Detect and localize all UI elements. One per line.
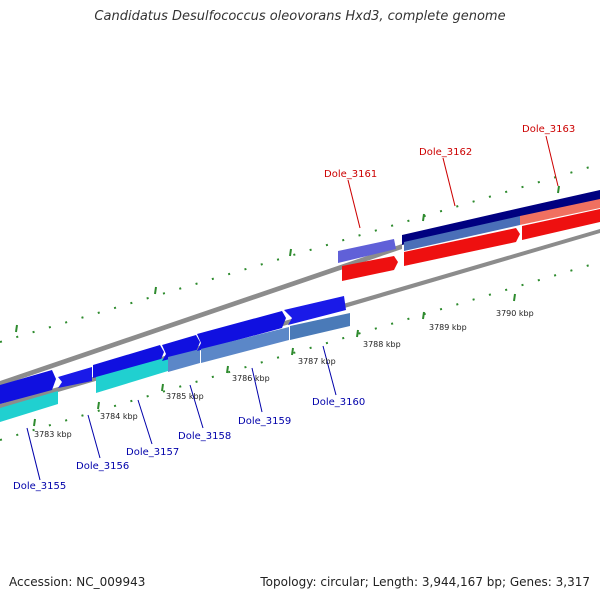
leader-dole-3157 (137, 399, 153, 445)
kbp-label: 3787 kbp (298, 357, 336, 366)
accession-label: Accession: NC_009943 (9, 575, 146, 589)
gene-block-dole-3163-lower (522, 209, 600, 240)
gene-blocks (0, 190, 600, 422)
genome-summary: Topology: circular; Length: 3,944,167 bp… (260, 575, 590, 589)
gene-label-dole-3160: Dole_3160 (312, 397, 365, 408)
gene-label-dole-3163: Dole_3163 (522, 124, 575, 135)
gene-label-dole-3158: Dole_3158 (178, 431, 231, 442)
kbp-label: 3785 kbp (166, 392, 204, 401)
leader-dole-3162 (442, 157, 456, 207)
gene-block-dole-3157 (93, 345, 164, 378)
gene-block-dole-3162-lower (404, 228, 520, 266)
major-ticks (15, 185, 560, 427)
leader-dole-3158 (189, 384, 204, 429)
leader-dole-3163 (545, 135, 559, 187)
gene-block-dole-3159-shadow (201, 327, 289, 363)
gene-block-dole-3159 (197, 311, 286, 351)
kbp-label: 3790 kbp (496, 309, 534, 318)
gene-block-dole-3161-lower (342, 256, 398, 281)
gene-label-dole-3162: Dole_3162 (419, 147, 472, 158)
gene-block-dole-3158-shadow (168, 349, 200, 372)
leader-dole-3161 (347, 179, 361, 229)
backbone-upper (0, 244, 402, 386)
tick-rows (0, 163, 600, 441)
gene-block-dole-3160-shadow (290, 313, 350, 340)
kbp-label: 3786 kbp (232, 374, 270, 383)
gene-block-dole-3160 (284, 296, 346, 325)
gene-label-dole-3159: Dole_3159 (238, 416, 291, 427)
gene-block-dole-3162 (402, 208, 520, 245)
gene-block-dole-3161 (338, 239, 396, 263)
gene-label-dole-3155: Dole_3155 (13, 481, 66, 492)
gene-block-dole-3155-shadow (0, 391, 58, 422)
gene-label-dole-3161: Dole_3161 (324, 169, 377, 180)
kbp-label: 3783 kbp (34, 430, 72, 439)
gene-block-dole-3155 (0, 370, 56, 404)
leader-dole-3160 (322, 345, 337, 396)
leader-dole-3155 (26, 427, 41, 481)
kbp-label: 3788 kbp (363, 340, 401, 349)
gene-label-dole-3156: Dole_3156 (76, 461, 129, 472)
gene-block-dole-3156 (58, 367, 92, 388)
kbp-labels: 3783 kbp 3784 kbp 3785 kbp 3786 kbp 3787… (34, 309, 534, 439)
leader-dole-3159 (251, 367, 263, 413)
kbp-label: 3789 kbp (429, 323, 467, 332)
gene-block-dole-3163-mid (520, 199, 600, 225)
kbp-label: 3784 kbp (100, 412, 138, 421)
gene-block-dole-3158 (162, 335, 200, 361)
leader-lines (26, 135, 559, 481)
gene-block-dole-3162-mid (404, 216, 520, 251)
genome-title: Candidatus Desulfococcus oleovorans Hxd3… (94, 9, 506, 24)
leader-dole-3156 (87, 414, 101, 459)
gene-labels: Dole_3155 Dole_3156 Dole_3157 Dole_3158 … (13, 124, 575, 492)
gene-block-dole-3157-shadow (96, 357, 168, 393)
gene-block-dole-3163 (520, 190, 600, 218)
gene-label-dole-3157: Dole_3157 (126, 447, 179, 458)
